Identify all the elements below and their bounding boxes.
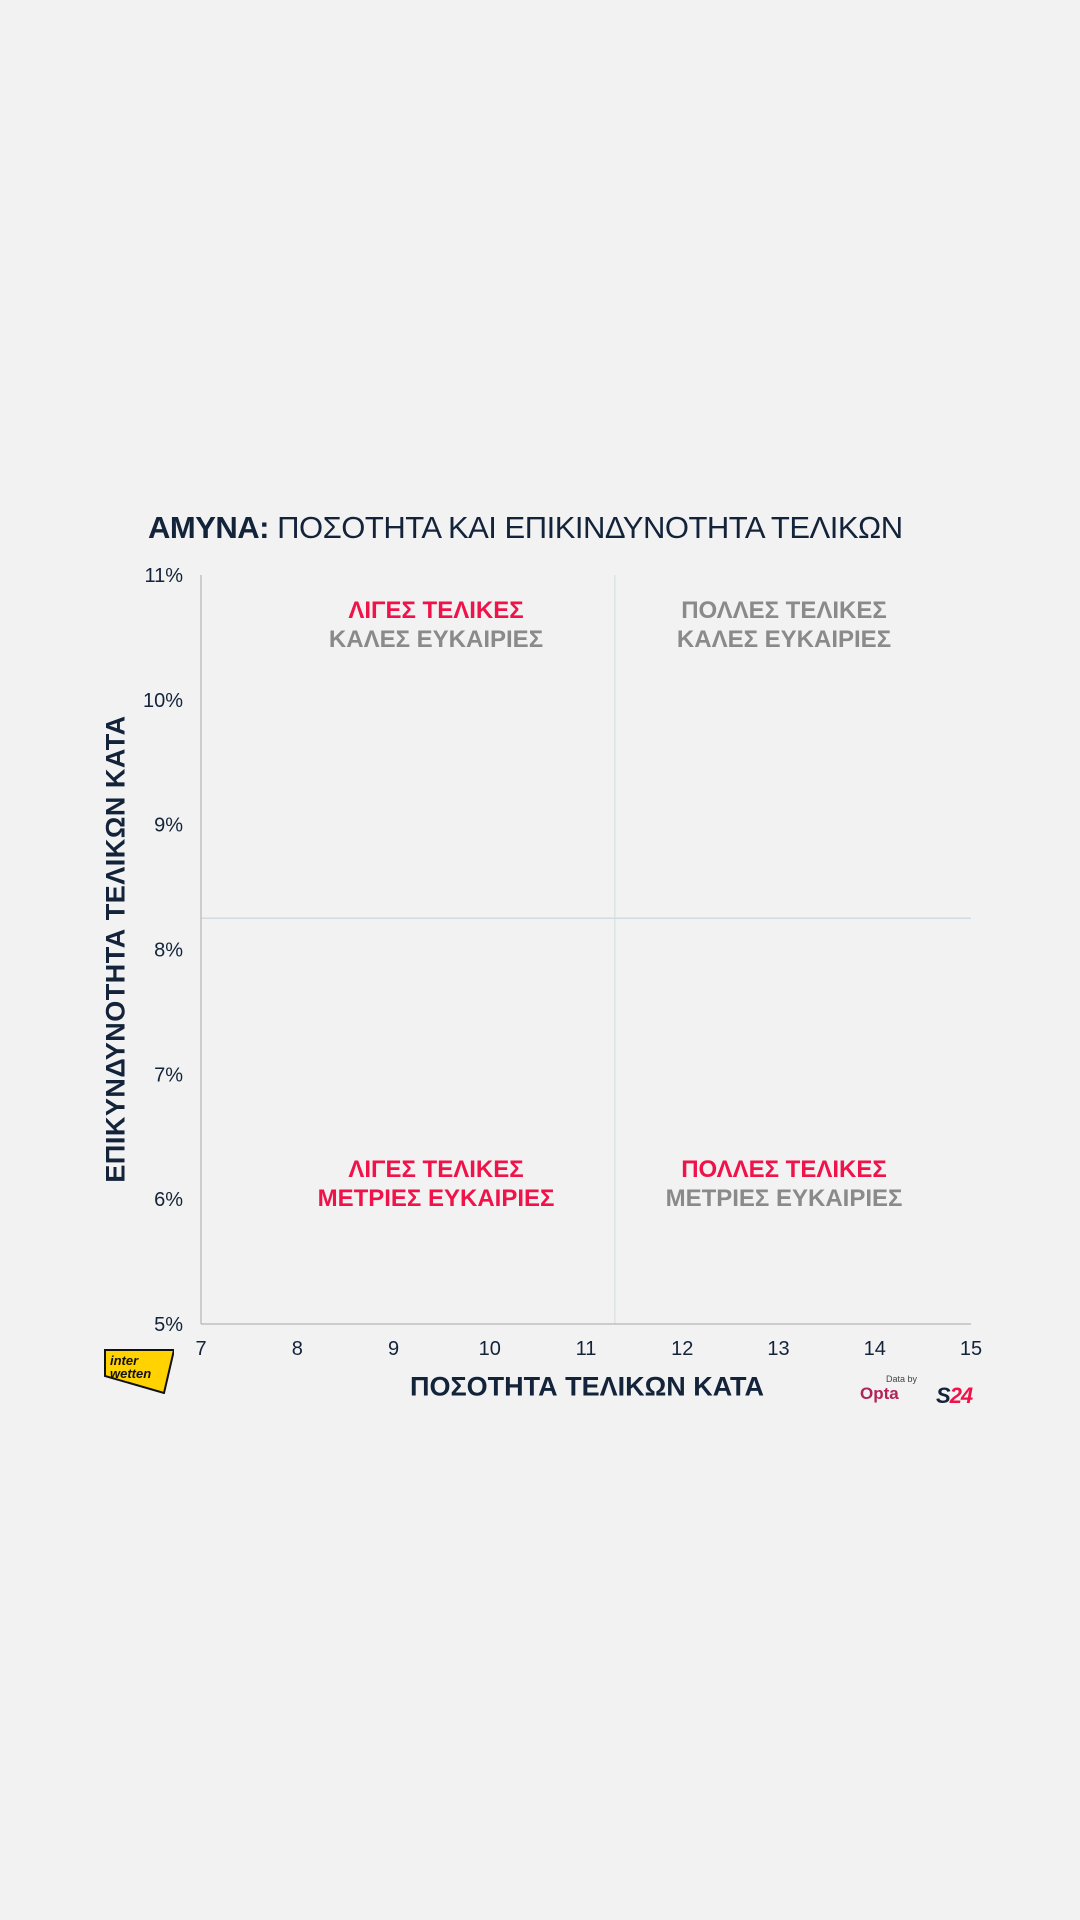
y-tick-label: 9% <box>154 815 183 837</box>
x-tick-label: 10 <box>479 1338 501 1360</box>
interwetten-logo: inter wetten <box>104 1349 174 1394</box>
s24-s: S <box>936 1383 951 1408</box>
opta-name: Opta <box>860 1384 899 1403</box>
quadrant-line: ΜΕΤΡΙΕΣ ΕΥΚΑΙΡΙΕΣ <box>317 1185 555 1212</box>
x-tick-label: 9 <box>388 1338 399 1360</box>
quadrant-top-left: ΛΙΓΕΣ ΤΕΛΙΚΕΣ ΚΑΛΕΣ ΕΥΚΑΙΡΙΕΣ <box>329 596 543 654</box>
data-by-label: Data by <box>886 1374 918 1384</box>
x-tick-label: 12 <box>671 1338 693 1360</box>
y-tick-label: 8% <box>154 940 183 962</box>
x-axis-label: ΠΟΣΟΤΗΤΑ ΤΕΛΙΚΩΝ ΚΑΤΑ <box>409 1371 765 1402</box>
s24-logo: S24 <box>936 1383 974 1409</box>
x-tick-label: 8 <box>292 1338 303 1360</box>
y-tick-label: 11% <box>144 565 183 587</box>
quadrant-bottom-right: ΠΟΛΛΕΣ ΤΕΛΙΚΕΣ ΜΕΤΡΙΕΣ ΕΥΚΑΙΡΙΕΣ <box>666 1155 903 1213</box>
x-tick-label: 14 <box>864 1338 886 1360</box>
quadrant-line: ΠΟΛΛΕΣ ΤΕΛΙΚΕΣ <box>681 597 887 624</box>
quadrant-line: ΚΑΛΕΣ ΕΥΚΑΙΡΙΕΣ <box>328 626 544 653</box>
quadrant-line: ΛΙΓΕΣ ΤΕΛΙΚΕΣ <box>348 597 524 624</box>
title-lead: ΑΜΥΝΑ: <box>148 510 270 545</box>
x-tick-label: 15 <box>960 1338 982 1360</box>
y-tick-label: 7% <box>154 1064 183 1086</box>
quadrant-top-right: ΠΟΛΛΕΣ ΤΕΛΙΚΕΣ ΚΑΛΕΣ ΕΥΚΑΙΡΙΕΣ <box>677 596 891 654</box>
x-tick-label: 11 <box>576 1338 597 1360</box>
quadrant-line: ΠΟΛΛΕΣ ΤΕΛΙΚΕΣ <box>681 1156 887 1183</box>
quadrant-line: ΜΕΤΡΙΕΣ ΕΥΚΑΙΡΙΕΣ <box>665 1185 903 1212</box>
s24-number: 24 <box>949 1383 974 1408</box>
svg-text:wetten: wetten <box>110 1366 151 1381</box>
chart-title: ΑΜΥΝΑ: ΠΟΣΟΤΗΤΑ ΚΑΙ ΕΠΙΚΙΝΔΥΝΟΤΗΤΑ ΤΕΛΙΚ… <box>148 510 903 546</box>
x-tick-label: 7 <box>195 1338 206 1360</box>
quadrant-line: ΚΑΛΕΣ ΕΥΚΑΙΡΙΕΣ <box>676 626 892 653</box>
y-tick-label: 5% <box>154 1314 183 1336</box>
title-rest: ΠΟΣΟΤΗΤΑ ΚΑΙ ΕΠΙΚΙΝΔΥΝΟΤΗΤΑ ΤΕΛΙΚΩΝ <box>277 510 903 545</box>
y-tick-label: 10% <box>143 690 183 712</box>
x-tick-label: 13 <box>767 1338 789 1360</box>
y-tick-label: 6% <box>154 1189 183 1211</box>
quadrant-bottom-left: ΛΙΓΕΣ ΤΕΛΙΚΕΣ ΜΕΤΡΙΕΣ ΕΥΚΑΙΡΙΕΣ <box>318 1155 555 1213</box>
y-axis-label: ΕΠΙΚΥΝΔΥΝΟΤΗΤΑ ΤΕΛΙΚΩΝ ΚΑΤΑ <box>100 715 131 1183</box>
svg-text:inter: inter <box>110 1353 139 1368</box>
quadrant-line: ΛΙΓΕΣ ΤΕΛΙΚΕΣ <box>348 1156 524 1183</box>
